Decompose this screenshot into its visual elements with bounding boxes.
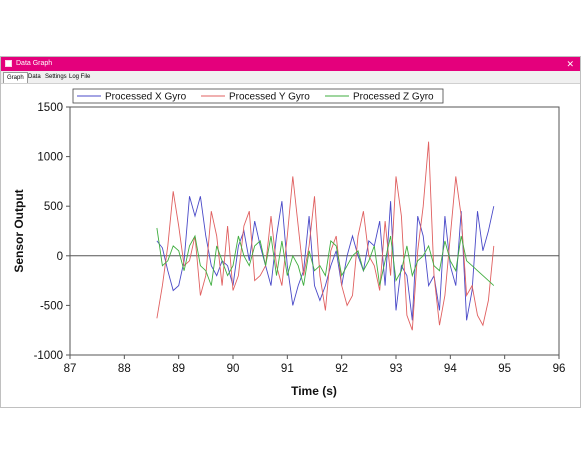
tab-log-file[interactable]: Log File <box>69 74 91 80</box>
legend-label-y: Processed Y Gyro <box>229 92 310 103</box>
series-line-2 <box>156 227 495 286</box>
x-tick-label: 95 <box>498 363 511 375</box>
x-tick-label: 93 <box>390 363 403 375</box>
y-tick-label: 0 <box>57 251 63 263</box>
series-lines <box>156 141 495 331</box>
x-tick-label: 94 <box>444 363 457 375</box>
app-icon <box>5 60 12 67</box>
x-tick-label: 91 <box>281 363 294 375</box>
tab-graph[interactable]: Graph <box>3 72 28 83</box>
series-line-0 <box>156 196 495 321</box>
y-axis: -1000 -500 0 500 1000 1500 <box>34 102 70 362</box>
x-tick-label: 88 <box>118 363 131 375</box>
y-tick-label: 500 <box>44 201 63 213</box>
title-bar[interactable]: Data Graph ✕ <box>1 57 580 71</box>
plot-area <box>69 106 560 356</box>
legend-label-x: Processed X Gyro <box>105 92 187 103</box>
legend-label-z: Processed Z Gyro <box>353 92 434 103</box>
x-axis-title: Time (s) <box>291 384 337 398</box>
legend: Processed X Gyro Processed Y Gyro Proces… <box>72 88 444 104</box>
x-tick-label: 90 <box>227 363 240 375</box>
y-tick-label: 1000 <box>37 152 63 164</box>
data-graph-window: Data Graph ✕ Graph Data Settings Log Fil… <box>0 56 581 408</box>
tab-settings[interactable]: Settings <box>45 74 67 80</box>
sensor-chart: -1000 -500 0 500 1000 1500 87 88 89 90 91 92 93 94 95… <box>12 88 566 398</box>
tab-data[interactable]: Data <box>28 74 41 80</box>
x-tick-label: 92 <box>335 363 348 375</box>
y-tick-label: -500 <box>40 300 63 312</box>
series-line-1 <box>156 141 495 331</box>
x-tick-label: 96 <box>553 363 566 375</box>
x-tick-label: 89 <box>172 363 185 375</box>
x-tick-label: 87 <box>64 363 77 375</box>
window-title: Data Graph <box>16 60 53 67</box>
tab-bar: Graph Data Settings Log File <box>1 71 580 84</box>
x-axis: 87 88 89 90 91 92 93 94 95 96 <box>64 355 566 375</box>
y-tick-label: 1500 <box>37 102 63 114</box>
y-axis-title: Sensor Output <box>12 189 26 272</box>
legend-box <box>72 88 444 104</box>
y-tick-label: -1000 <box>34 350 63 362</box>
close-icon[interactable]: ✕ <box>566 59 574 69</box>
